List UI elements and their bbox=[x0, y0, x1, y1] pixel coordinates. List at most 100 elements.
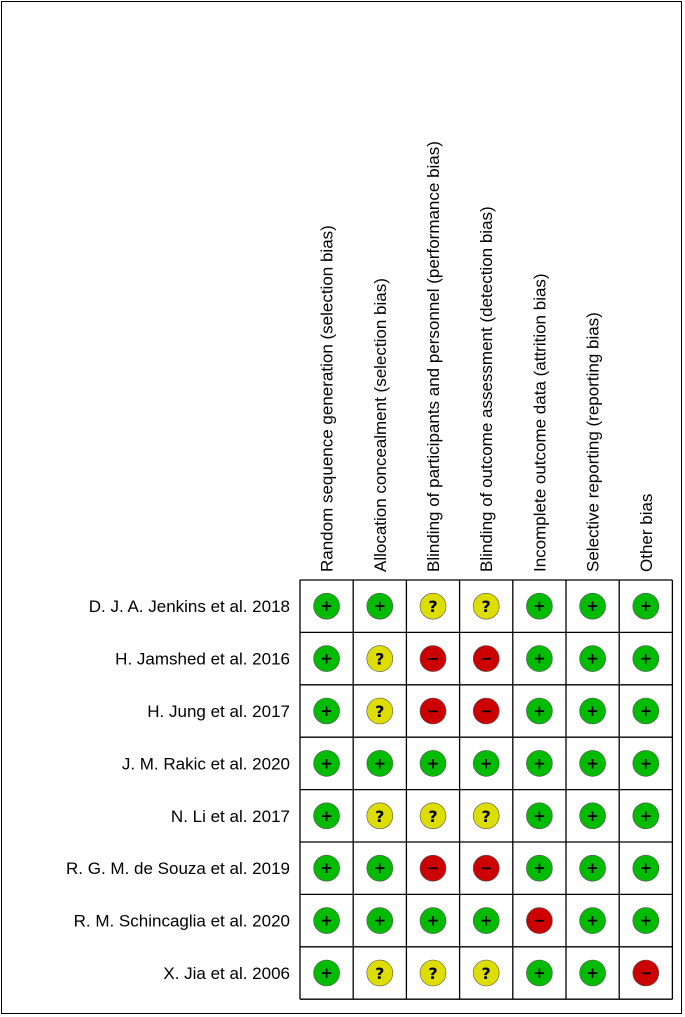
bias-symbol-low: + bbox=[640, 912, 653, 930]
bias-symbol-high: − bbox=[427, 702, 440, 720]
domain-label: Incomplete outcome data (attrition bias) bbox=[530, 273, 549, 572]
bias-symbol-high: − bbox=[480, 859, 493, 877]
bias-marker-low bbox=[632, 645, 660, 672]
bias-symbol-low: + bbox=[533, 702, 546, 720]
bias-marker-low bbox=[526, 854, 553, 882]
bias-marker-low bbox=[313, 697, 340, 725]
bias-symbol-low: + bbox=[374, 597, 387, 615]
bias-symbol-low: + bbox=[480, 754, 493, 772]
bias-marker-low bbox=[632, 854, 660, 882]
domain-label: Selective reporting (reporting bias) bbox=[584, 312, 603, 572]
bias-symbol-low: + bbox=[533, 859, 546, 877]
bias-symbol-low: + bbox=[533, 597, 546, 615]
bias-symbol-low: + bbox=[533, 650, 546, 668]
bias-symbol-low: + bbox=[427, 912, 440, 930]
bias-symbol-low: + bbox=[480, 912, 493, 930]
bias-marker-low bbox=[366, 907, 394, 934]
bias-marker-low bbox=[632, 802, 660, 830]
bias-symbol-low: + bbox=[427, 754, 440, 772]
bias-marker-high bbox=[419, 645, 447, 672]
bias-symbol-low: + bbox=[640, 650, 653, 668]
study-label: R. G. M. de Souza et al. 2019 bbox=[66, 859, 290, 878]
bias-symbol-low: + bbox=[320, 754, 333, 772]
study-label: X. Jia et al. 2006 bbox=[163, 964, 290, 983]
bias-symbol-low: + bbox=[320, 597, 333, 615]
bias-marker-low bbox=[313, 907, 340, 934]
bias-marker-low bbox=[313, 750, 340, 777]
study-label: N. Li et al. 2017 bbox=[171, 807, 290, 826]
bias-symbol-high: − bbox=[480, 702, 493, 720]
bias-marker-low bbox=[526, 802, 553, 830]
bias-symbol-low: + bbox=[586, 807, 599, 825]
bias-symbol-low: + bbox=[320, 912, 333, 930]
bias-marker-high bbox=[472, 854, 500, 882]
bias-marker-low bbox=[632, 907, 660, 934]
bias-symbol-low: + bbox=[640, 807, 653, 825]
bias-marker-unclear bbox=[419, 959, 447, 987]
study-label: H. Jung et al. 2017 bbox=[147, 702, 290, 721]
bias-symbol-unclear: ? bbox=[375, 650, 384, 669]
bias-symbol-low: + bbox=[640, 754, 653, 772]
bias-marker-low bbox=[632, 697, 660, 725]
bias-symbol-low: + bbox=[533, 807, 546, 825]
bias-symbol-low: + bbox=[320, 650, 333, 668]
bias-symbol-low: + bbox=[320, 702, 333, 720]
bias-marker-low bbox=[526, 750, 553, 777]
bias-marker-low bbox=[313, 959, 340, 987]
bias-symbol-low: + bbox=[374, 912, 387, 930]
bias-marker-low bbox=[526, 645, 553, 672]
bias-symbol-unclear: ? bbox=[428, 964, 437, 983]
bias-marker-high bbox=[472, 645, 500, 672]
bias-symbol-high: − bbox=[533, 912, 546, 930]
bias-marker-low bbox=[579, 854, 606, 882]
bias-symbol-high: − bbox=[640, 964, 653, 982]
bias-marker-low bbox=[313, 802, 340, 830]
bias-marker-low bbox=[419, 907, 447, 934]
bias-symbol-unclear: ? bbox=[428, 597, 437, 616]
bias-marker-low bbox=[579, 959, 606, 987]
bias-marker-low bbox=[526, 697, 553, 725]
bias-marker-low bbox=[579, 750, 606, 777]
bias-symbol-unclear: ? bbox=[375, 964, 384, 983]
bias-symbol-low: + bbox=[586, 650, 599, 668]
study-label: D. J. A. Jenkins et al. 2018 bbox=[89, 597, 290, 616]
bias-symbol-low: + bbox=[320, 807, 333, 825]
bias-marker-low bbox=[526, 592, 553, 620]
bias-symbol-low: + bbox=[533, 964, 546, 982]
bias-marker-low bbox=[313, 854, 340, 882]
bias-symbol-high: − bbox=[480, 650, 493, 668]
bias-marker-low bbox=[313, 592, 340, 620]
bias-symbol-unclear: ? bbox=[375, 807, 384, 826]
domain-label: Allocation concealment (selection bias) bbox=[371, 278, 390, 572]
bias-marker-low bbox=[366, 750, 394, 777]
bias-marker-low bbox=[579, 697, 606, 725]
bias-marker-high bbox=[632, 959, 660, 987]
bias-marker-unclear bbox=[472, 592, 500, 620]
study-label: J. M. Rakic et al. 2020 bbox=[122, 754, 290, 773]
bias-marker-low bbox=[579, 645, 606, 672]
bias-marker-unclear bbox=[366, 959, 394, 987]
domain-label: Blinding of participants and personnel (… bbox=[424, 141, 443, 572]
bias-symbol-low: + bbox=[374, 859, 387, 877]
bias-symbol-high: − bbox=[427, 859, 440, 877]
bias-marker-low bbox=[579, 802, 606, 830]
bias-marker-low bbox=[632, 592, 660, 620]
bias-marker-unclear bbox=[472, 802, 500, 830]
bias-marker-low bbox=[366, 854, 394, 882]
bias-symbol-low: + bbox=[640, 702, 653, 720]
bias-marker-unclear bbox=[419, 802, 447, 830]
bias-marker-unclear bbox=[419, 592, 447, 620]
bias-marker-unclear bbox=[366, 645, 394, 672]
bias-marker-low bbox=[313, 645, 340, 672]
bias-symbol-low: + bbox=[374, 754, 387, 772]
bias-marker-unclear bbox=[472, 959, 500, 987]
bias-marker-high bbox=[472, 697, 500, 725]
bias-marker-low bbox=[472, 907, 500, 934]
bias-symbol-unclear: ? bbox=[482, 964, 491, 983]
bias-marker-low bbox=[632, 750, 660, 777]
bias-marker-low bbox=[579, 907, 606, 934]
bias-marker-low bbox=[472, 750, 500, 777]
bias-symbol-high: − bbox=[427, 650, 440, 668]
